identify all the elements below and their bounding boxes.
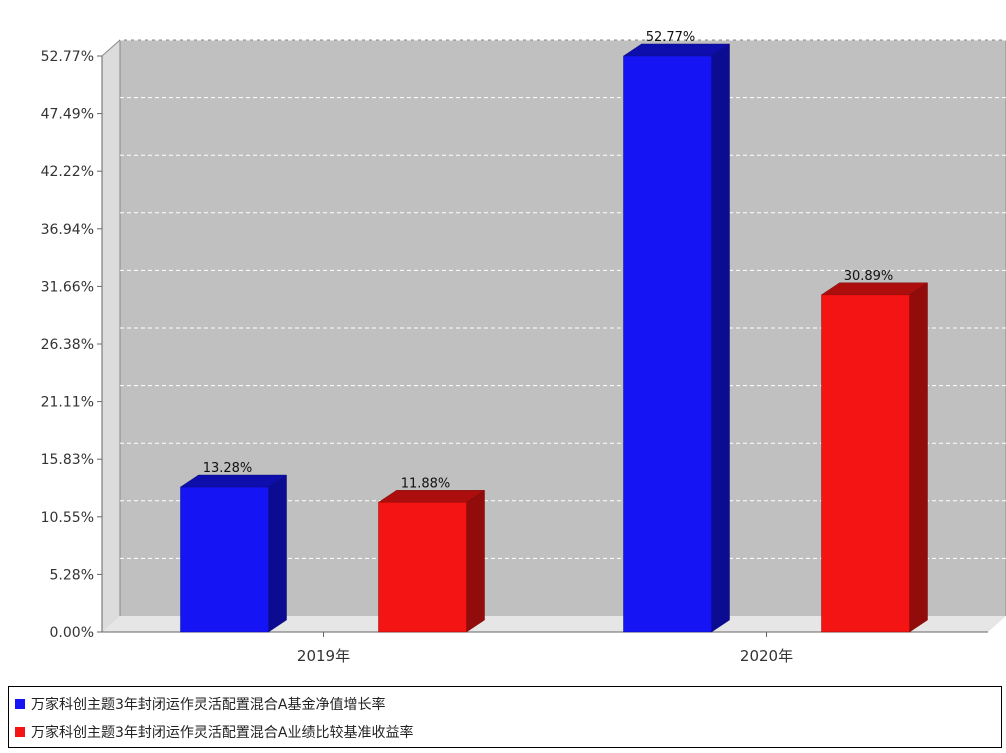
y-tick-label: 31.66% (41, 279, 94, 295)
y-tick-label: 15.83% (41, 452, 94, 468)
legend-label-fund: 万家科创主题3年封闭运作灵活配置混合A基金净值增长率 (31, 697, 386, 713)
legend-item-fund: 万家科创主题3年封闭运作灵活配置混合A基金净值增长率 (15, 693, 385, 715)
bar-top-face (820, 282, 929, 296)
plot-back-wall (102, 40, 1006, 632)
legend: 万家科创主题3年封闭运作灵活配置混合A基金净值增长率 万家科创主题3年封闭运作灵… (8, 686, 1002, 748)
y-tick-label: 10.55% (41, 510, 94, 526)
bar-top-face (622, 43, 731, 57)
bar-chart: 0.00% 5.28% 10.55% 15.83% 21.11% 26.38% 31.66%… (41, 30, 1006, 665)
legend-label-benchmark: 万家科创主题3年封闭运作灵活配置混合A业绩比较基准收益率 (31, 725, 414, 741)
bar-top-face (179, 474, 288, 488)
plot-top-edge (101, 39, 121, 57)
bar-side-face (909, 282, 928, 633)
y-tick-label: 52.77% (41, 49, 94, 65)
legend-swatch-benchmark (15, 727, 25, 737)
y-tick-label: 5.28% (50, 567, 94, 583)
bar-side-face (711, 43, 730, 633)
bar-side-face (466, 489, 485, 633)
y-tick-label: 26.38% (41, 337, 94, 353)
plot-floor (102, 616, 1006, 632)
bar-side-face (268, 474, 287, 633)
bar (623, 55, 712, 633)
data-label: 30.89% (844, 269, 894, 284)
bar (821, 294, 910, 633)
bar-top-face (377, 490, 486, 503)
plot-side-wall (102, 40, 120, 632)
y-tick-label: 0.00% (50, 625, 94, 641)
y-tick-label: 36.94% (41, 222, 94, 238)
x-tick-label: 2020年 (740, 647, 793, 665)
y-tick-label: 47.49% (41, 107, 94, 123)
data-label: 11.88% (401, 476, 451, 491)
x-tick-label: 2019年 (297, 647, 350, 665)
y-tick-label: 21.11% (41, 395, 94, 411)
chart-area: 0.00% 5.28% 10.55% 15.83% 21.11% 26.38% 31.66%… (41, 30, 1006, 665)
legend-item-benchmark: 万家科创主题3年封闭运作灵活配置混合A业绩比较基准收益率 (15, 721, 413, 743)
data-label: 13.28% (203, 461, 253, 476)
data-label: 52.77% (646, 30, 696, 45)
y-tick-label: 42.22% (41, 164, 94, 180)
bar (378, 502, 467, 633)
bar (180, 486, 269, 633)
legend-swatch-fund (15, 699, 25, 709)
